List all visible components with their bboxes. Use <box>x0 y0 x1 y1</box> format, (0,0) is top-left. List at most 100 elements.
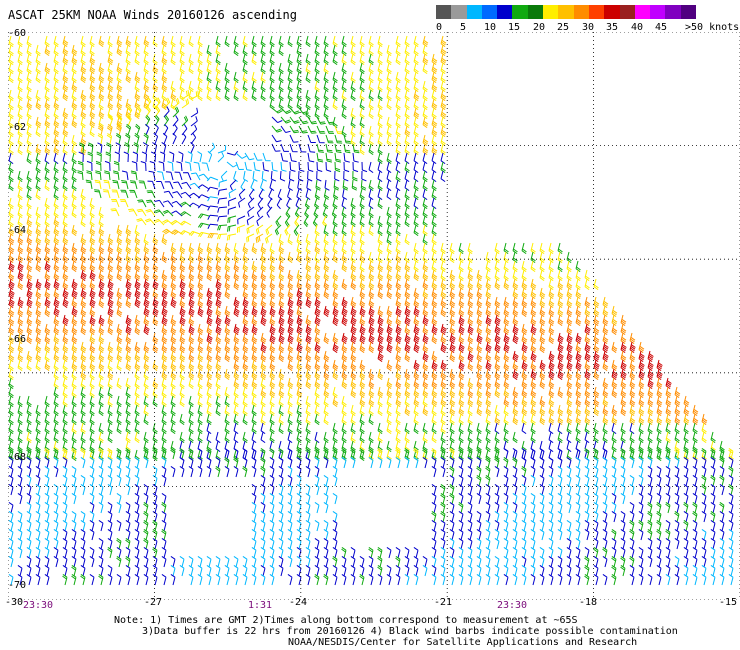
wind-barb <box>413 323 420 336</box>
wind-barb <box>530 564 536 577</box>
wind-barb <box>539 564 545 577</box>
wind-barb <box>71 116 78 129</box>
wind-barb <box>431 80 438 93</box>
wind-barb <box>575 386 582 399</box>
wind-barb <box>728 519 734 532</box>
wind-barb <box>289 161 296 172</box>
wind-barb <box>188 80 194 93</box>
wind-barb <box>602 413 609 426</box>
wind-barb <box>422 447 428 460</box>
wind-barb <box>386 152 392 165</box>
wind-barb <box>134 287 141 300</box>
wind-barb <box>278 341 285 354</box>
wind-barb <box>80 537 86 550</box>
wind-barb <box>134 555 140 568</box>
wind-barb <box>629 413 636 426</box>
wind-barb <box>503 501 509 514</box>
wind-barb <box>548 546 554 559</box>
wind-barb <box>26 314 33 327</box>
wind-barb <box>719 546 725 559</box>
wind-barb <box>638 573 644 586</box>
wind-barb <box>539 395 546 408</box>
wind-barb <box>557 492 563 505</box>
wind-barb <box>611 501 617 514</box>
wind-barb <box>656 519 662 532</box>
time-label: 1:31 <box>247 600 273 611</box>
wind-barb <box>719 528 725 541</box>
wind-barb <box>305 233 311 246</box>
wind-barb <box>710 555 716 568</box>
wind-barb <box>323 350 330 363</box>
wind-barb <box>278 564 284 577</box>
wind-barb <box>548 332 555 345</box>
wind-barb <box>503 350 510 363</box>
wind-barb <box>206 368 213 381</box>
wind-barb <box>314 431 320 444</box>
wind-barb <box>197 213 210 219</box>
wind-barb <box>26 573 32 586</box>
wind-barb <box>620 447 626 460</box>
wind-barb <box>134 323 141 336</box>
wind-barb <box>314 278 321 291</box>
wind-barb <box>575 395 582 408</box>
wind-barb <box>134 546 140 559</box>
wind-barb <box>575 537 581 550</box>
wind-barb <box>44 465 50 478</box>
wind-barb <box>215 465 221 478</box>
wind-barb <box>503 456 509 469</box>
wind-barb <box>296 546 302 559</box>
wind-barb <box>692 519 698 532</box>
wind-barb <box>107 528 113 541</box>
wind-barb <box>656 404 663 417</box>
wind-barb <box>287 350 294 363</box>
wind-barb <box>575 483 581 496</box>
wind-barb <box>26 465 32 478</box>
wind-barb <box>296 305 303 318</box>
wind-barb <box>98 89 105 102</box>
wind-barb <box>287 359 294 372</box>
wind-barb <box>251 341 258 354</box>
wind-barb <box>98 573 104 586</box>
wind-barb <box>89 474 95 487</box>
wind-barb <box>629 501 635 514</box>
colorbar-label: 35 <box>606 22 619 33</box>
wind-barb <box>247 197 255 209</box>
wind-barb <box>215 564 221 577</box>
wind-barb <box>190 90 199 100</box>
wind-barb <box>44 287 51 300</box>
wind-barb <box>260 519 266 532</box>
wind-barb <box>566 332 573 345</box>
wind-barb <box>512 305 519 318</box>
wind-barb <box>440 528 446 541</box>
wind-barb <box>251 528 257 541</box>
wind-barb <box>548 350 555 363</box>
wind-barb <box>179 350 186 363</box>
wind-barb <box>325 134 334 144</box>
wind-barb <box>332 359 339 372</box>
wind-barb <box>161 465 167 478</box>
wind-barb <box>161 555 167 568</box>
wind-barb <box>17 483 23 496</box>
wind-barb <box>431 519 437 532</box>
wind-barb <box>260 314 267 327</box>
wind-barb <box>161 98 168 111</box>
wind-barb <box>557 447 563 460</box>
wind-barb <box>359 573 365 586</box>
wind-barb <box>440 386 447 399</box>
wind-barb <box>154 123 159 136</box>
wind-barb <box>145 209 156 217</box>
wind-barb <box>368 555 374 568</box>
wind-barb <box>136 218 147 226</box>
wind-barb <box>242 260 249 273</box>
wind-barb <box>44 323 51 336</box>
wind-barb <box>476 341 483 354</box>
wind-barb <box>215 296 222 309</box>
wind-barb <box>143 242 150 255</box>
wind-barb <box>683 528 689 541</box>
wind-barb <box>503 573 509 586</box>
wind-barb <box>125 132 131 145</box>
wind-barb <box>206 89 212 102</box>
wind-barb <box>134 132 140 145</box>
wind-barb <box>107 368 114 381</box>
wind-barb <box>710 431 716 444</box>
